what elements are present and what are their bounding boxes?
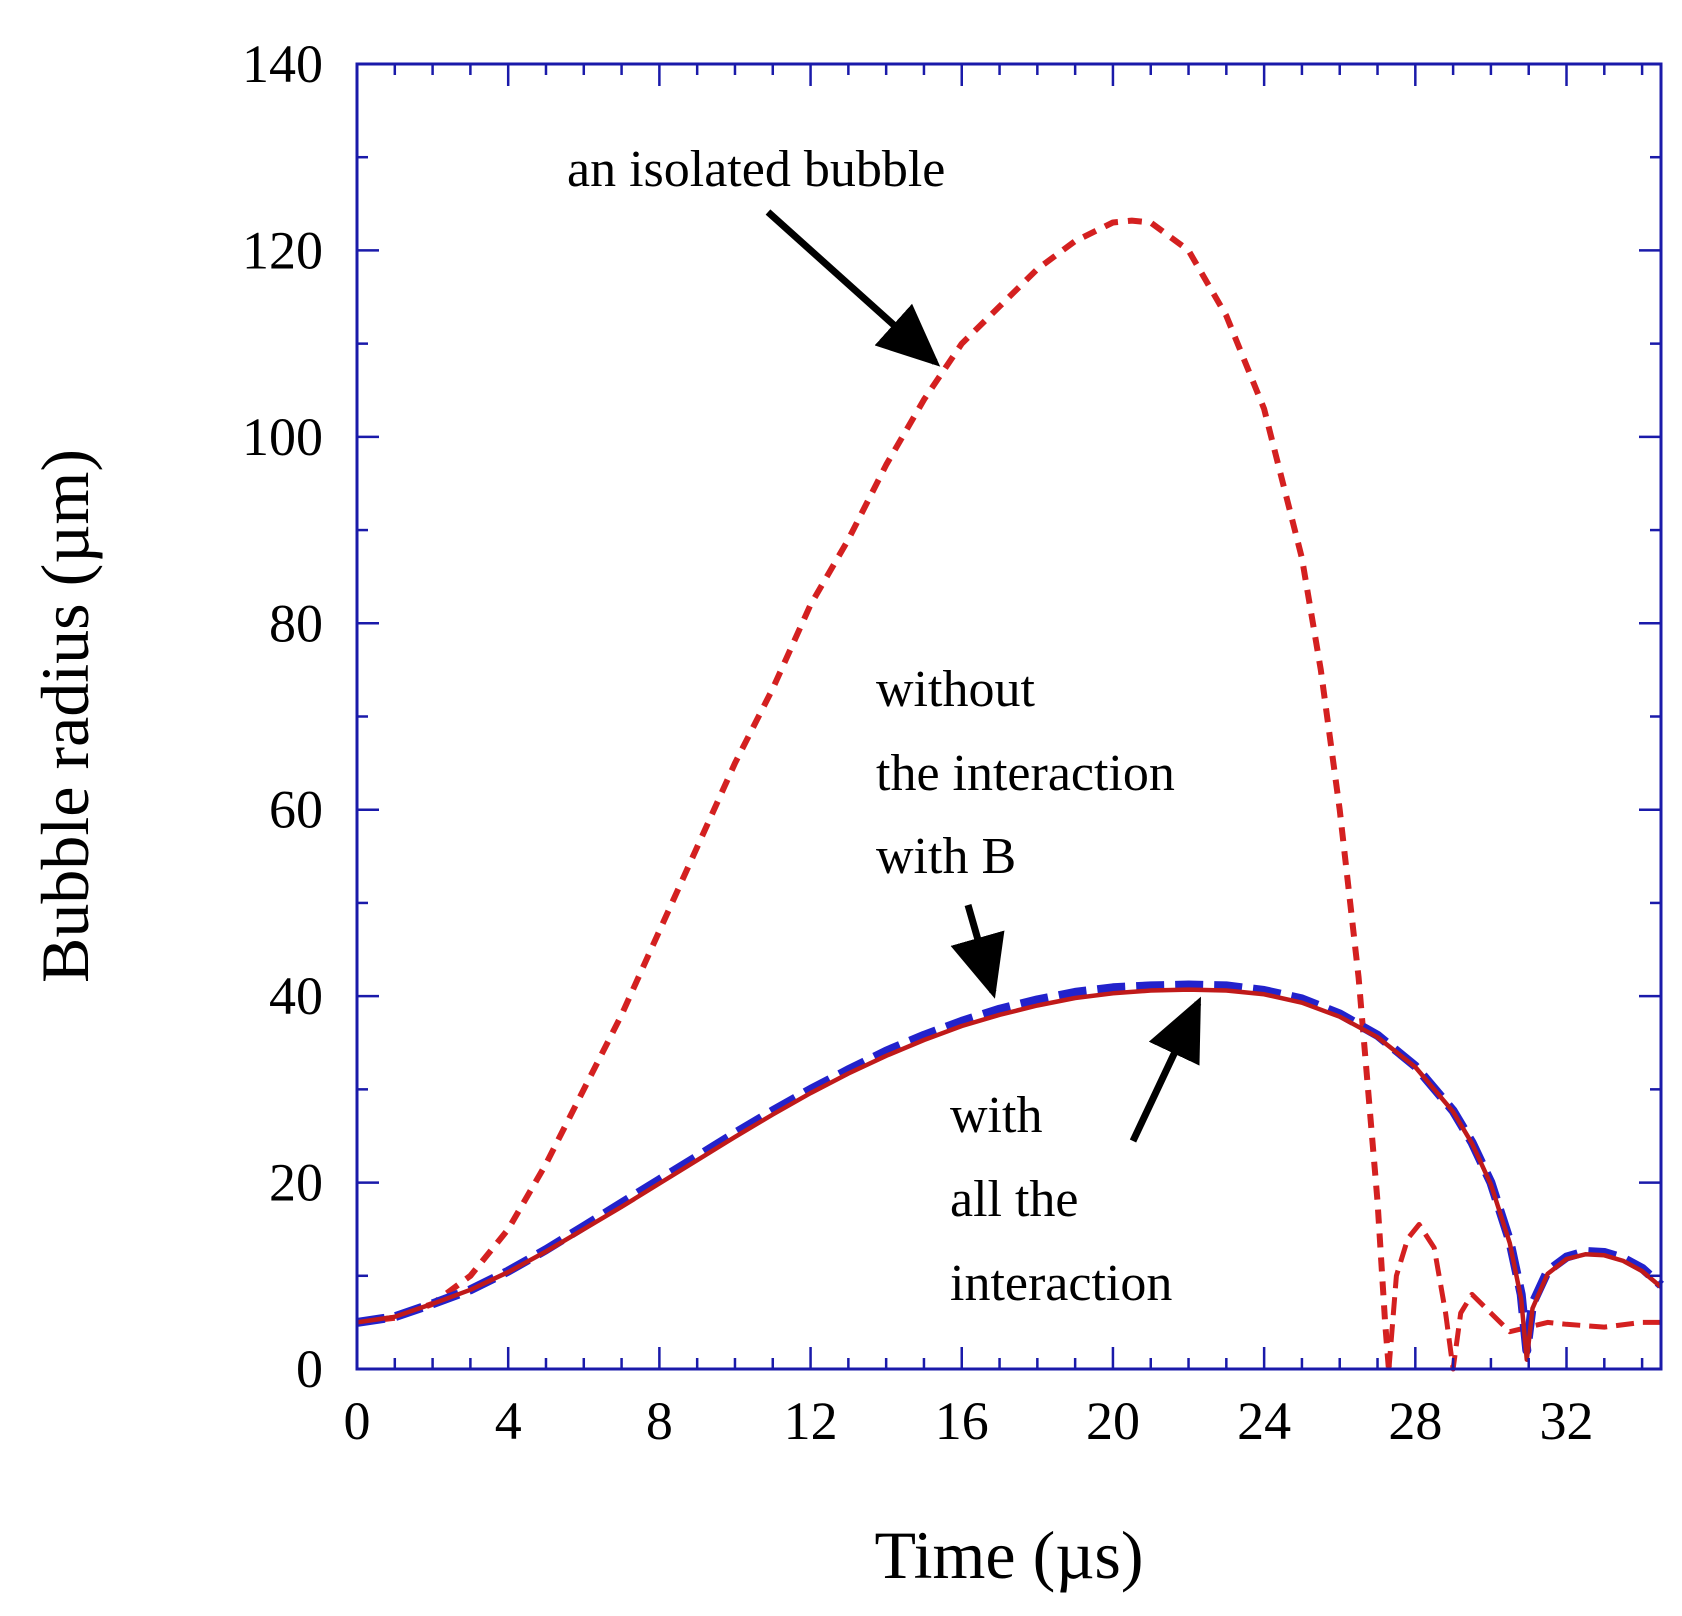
- series-line-4: [356, 987, 1663, 1362]
- series-layer: [356, 217, 1664, 1372]
- x-tick-label: 24: [1237, 1391, 1291, 1451]
- y-tick-label: 140: [242, 34, 323, 94]
- y-tick-label: 120: [242, 220, 323, 280]
- annotation-with-all-line-1: with: [950, 1087, 1042, 1144]
- series-line-2: [1386, 1222, 1661, 1372]
- x-axis-label: Time (µs): [874, 1517, 1143, 1593]
- y-tick-label: 0: [296, 1339, 323, 1399]
- y-tick-label: 20: [269, 1153, 323, 1213]
- annotation-isolated-bubble: an isolated bubble: [567, 141, 945, 198]
- series-line-1: [356, 217, 1392, 1370]
- arrow-isolated-bubble: [765, 209, 941, 367]
- x-tick-label: 12: [784, 1391, 838, 1451]
- annotation-with-all-line-3: interaction: [950, 1255, 1172, 1312]
- x-tick-label: 28: [1388, 1391, 1442, 1451]
- y-tick-label: 60: [269, 780, 323, 840]
- x-tick-label: 16: [935, 1391, 989, 1451]
- x-tick-label: 32: [1540, 1391, 1594, 1451]
- y-tick-label: 80: [269, 593, 323, 653]
- x-tick-labels: 0 4 8 12 16 20 24 28 32: [344, 1391, 1594, 1451]
- annotation-with-all-line-2: all the: [950, 1171, 1079, 1228]
- x-tick-label: 8: [646, 1391, 673, 1451]
- series-line-3: [356, 980, 1664, 1355]
- annotation-without-line-1: without: [876, 661, 1035, 718]
- x-tick-label: 20: [1086, 1391, 1140, 1451]
- tick-marks: [355, 62, 1661, 1371]
- annotation-without-line-3: with B: [876, 828, 1016, 885]
- x-tick-label: 0: [344, 1391, 371, 1451]
- y-tick-label: 100: [242, 407, 323, 467]
- x-tick-label: 4: [495, 1391, 522, 1451]
- y-axis-label: Bubble radius (µm): [27, 449, 103, 983]
- arrow-with-all-interaction: [1129, 996, 1202, 1143]
- y-tick-label: 40: [269, 966, 323, 1026]
- arrow-without-interaction: [950, 904, 1005, 999]
- annotation-without-line-2: the interaction: [876, 745, 1175, 802]
- y-tick-labels: 0 20 40 60 80 100 120 140: [242, 34, 323, 1399]
